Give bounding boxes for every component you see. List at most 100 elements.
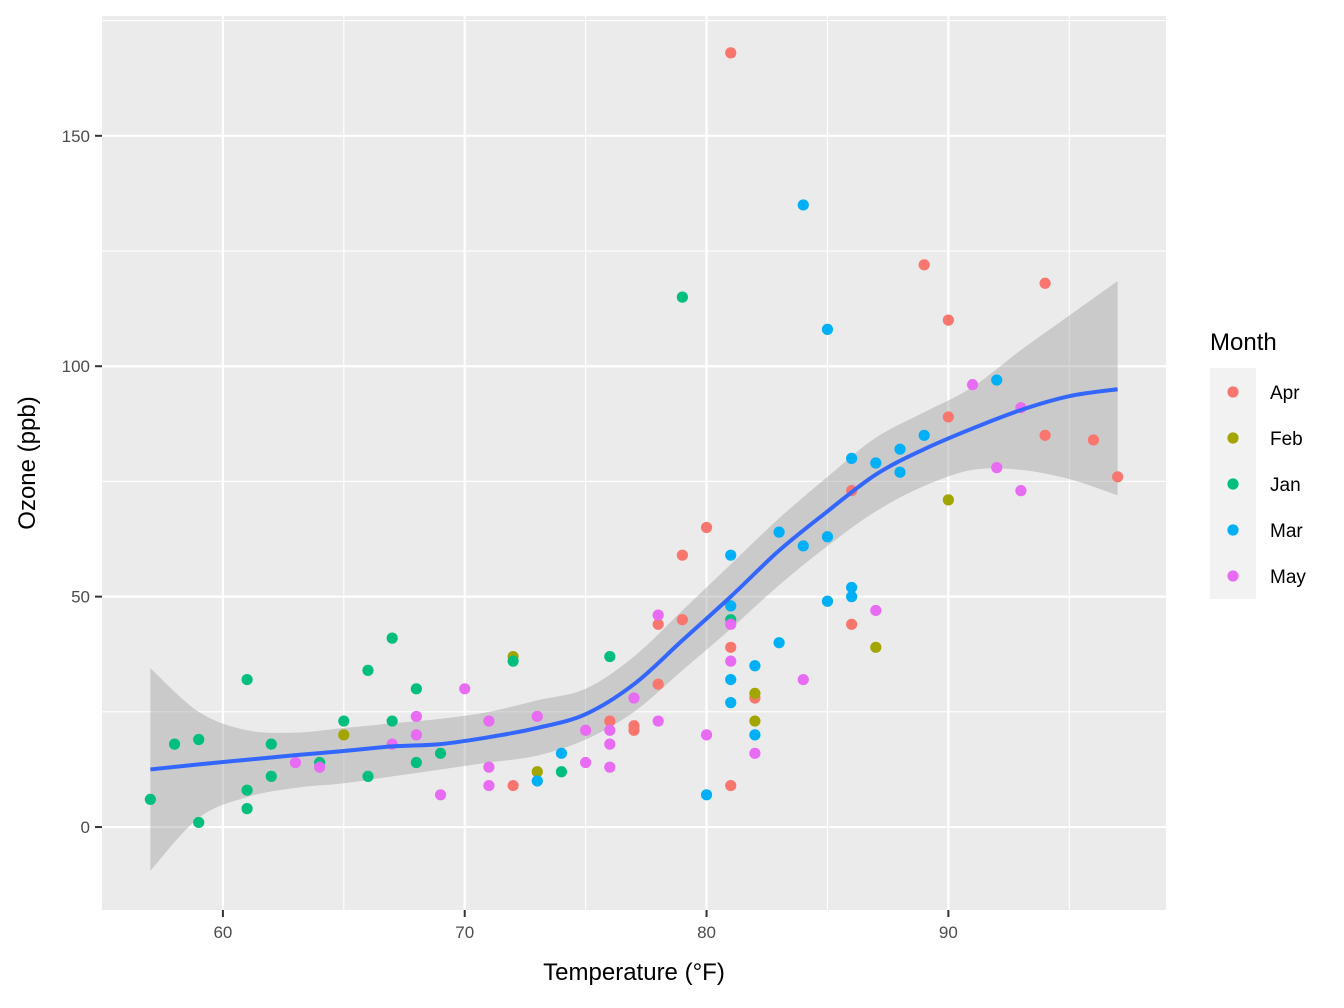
point-may bbox=[580, 724, 592, 736]
x-axis: 60 70 80 90 bbox=[213, 910, 958, 942]
point-mar bbox=[846, 452, 858, 464]
point-feb bbox=[942, 494, 954, 506]
point-jan bbox=[362, 770, 374, 782]
point-may bbox=[1015, 485, 1027, 497]
legend-label-jan: Jan bbox=[1270, 475, 1301, 496]
point-mar bbox=[821, 531, 834, 543]
point-jan bbox=[265, 738, 277, 750]
point-apr bbox=[652, 618, 664, 630]
legend-key-feb bbox=[1227, 432, 1239, 444]
point-may bbox=[700, 729, 713, 741]
point-jan bbox=[338, 715, 350, 727]
point-mar bbox=[918, 429, 930, 441]
point-mar bbox=[846, 591, 858, 603]
point-jan bbox=[410, 683, 422, 695]
point-mar bbox=[749, 729, 761, 741]
point-may bbox=[797, 673, 809, 686]
point-apr bbox=[652, 678, 664, 690]
point-mar bbox=[846, 581, 858, 594]
point-apr bbox=[676, 614, 688, 626]
point-jan bbox=[434, 747, 447, 759]
point-feb bbox=[870, 641, 882, 653]
point-mar bbox=[749, 660, 761, 672]
point-jan bbox=[507, 655, 519, 667]
x-axis-title: Temperature (°F) bbox=[543, 959, 725, 986]
point-mar bbox=[797, 540, 809, 552]
x-tick-label: 80 bbox=[697, 923, 716, 942]
point-mar bbox=[700, 789, 713, 801]
point-jan bbox=[265, 770, 277, 782]
legend-label-mar: Mar bbox=[1270, 521, 1303, 542]
point-apr bbox=[725, 779, 737, 792]
point-mar bbox=[894, 466, 906, 478]
point-may bbox=[434, 789, 447, 801]
point-apr bbox=[676, 549, 688, 561]
point-apr bbox=[942, 314, 954, 326]
point-may bbox=[531, 710, 543, 723]
point-mar bbox=[991, 374, 1003, 386]
point-mar bbox=[773, 637, 785, 649]
legend-key-may bbox=[1227, 570, 1239, 582]
point-mar bbox=[555, 747, 568, 759]
point-feb bbox=[531, 766, 543, 778]
y-tick-label: 150 bbox=[62, 127, 90, 146]
point-may bbox=[483, 715, 495, 727]
point-may bbox=[725, 618, 737, 630]
point-jan bbox=[386, 715, 398, 727]
point-mar bbox=[531, 775, 543, 787]
point-may bbox=[289, 756, 302, 769]
point-may bbox=[991, 462, 1003, 474]
point-apr bbox=[725, 47, 737, 59]
point-jan bbox=[410, 756, 422, 769]
data-points bbox=[144, 47, 1124, 829]
point-may bbox=[725, 655, 737, 667]
point-may bbox=[870, 604, 882, 617]
point-jan bbox=[193, 816, 205, 829]
point-may bbox=[483, 761, 495, 773]
legend-label-apr: Apr bbox=[1270, 383, 1300, 404]
point-mar bbox=[725, 697, 737, 709]
point-jan bbox=[386, 632, 398, 644]
legend: Month Apr Feb Jan Mar May bbox=[1210, 329, 1306, 599]
point-may bbox=[580, 756, 592, 769]
legend-title: Month bbox=[1210, 329, 1277, 356]
grid-minor bbox=[102, 16, 1166, 910]
point-apr bbox=[628, 724, 640, 736]
point-mar bbox=[870, 457, 882, 469]
legend-label-feb: Feb bbox=[1270, 429, 1303, 450]
point-may bbox=[459, 683, 471, 695]
x-tick-label: 70 bbox=[455, 923, 474, 942]
point-mar bbox=[821, 323, 834, 335]
point-apr bbox=[1039, 277, 1051, 289]
legend-key-apr bbox=[1227, 386, 1239, 398]
point-may bbox=[410, 729, 422, 741]
point-feb bbox=[338, 729, 350, 741]
point-mar bbox=[725, 673, 737, 686]
point-may bbox=[604, 724, 616, 736]
y-axis: 0 50 100 150 bbox=[62, 127, 102, 837]
point-jan bbox=[168, 738, 181, 750]
point-jan bbox=[241, 673, 253, 686]
point-may bbox=[628, 692, 640, 704]
point-jan bbox=[604, 650, 616, 663]
point-may bbox=[410, 710, 422, 723]
point-apr bbox=[942, 411, 954, 423]
y-tick-label: 0 bbox=[81, 818, 90, 837]
x-tick-label: 60 bbox=[213, 923, 232, 942]
point-mar bbox=[797, 199, 809, 211]
point-apr bbox=[604, 715, 616, 727]
point-apr bbox=[918, 259, 930, 271]
point-may bbox=[652, 715, 664, 727]
point-may bbox=[604, 761, 616, 773]
point-apr bbox=[700, 521, 713, 534]
point-apr bbox=[846, 618, 858, 630]
point-feb bbox=[749, 687, 761, 700]
point-feb bbox=[749, 715, 761, 727]
plot-panel bbox=[102, 16, 1166, 910]
point-mar bbox=[773, 526, 785, 538]
legend-key-jan bbox=[1227, 478, 1239, 490]
point-jan bbox=[193, 733, 205, 746]
y-tick-label: 50 bbox=[71, 588, 90, 607]
y-axis-title: Ozone (ppb) bbox=[14, 396, 41, 529]
point-apr bbox=[1087, 434, 1100, 446]
